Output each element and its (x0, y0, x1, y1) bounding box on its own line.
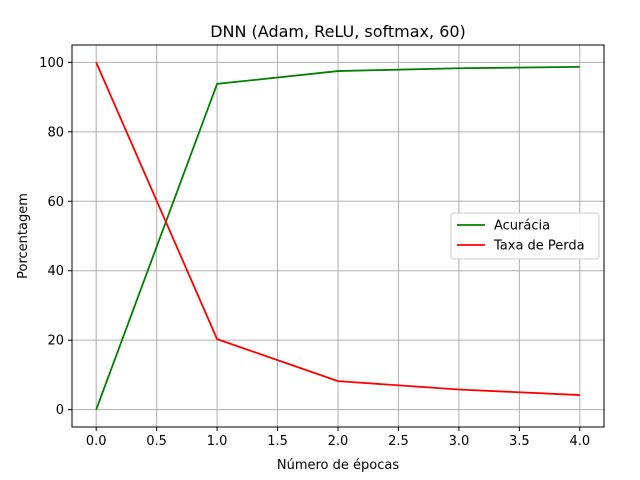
y-tick-label: 40 (47, 264, 64, 279)
y-axis-label: Porcentagem (16, 193, 31, 279)
x-tick-label: 3.0 (449, 434, 470, 449)
y-tick-label: 80 (47, 125, 64, 140)
x-axis-label: Número de épocas (277, 458, 399, 473)
x-tick-label: 2.5 (388, 434, 409, 449)
legend: Acurácia Taxa de Perda (450, 212, 600, 260)
grid (72, 45, 604, 427)
x-tick-label: 4.0 (569, 434, 590, 449)
legend-entry: Acurácia (494, 219, 550, 234)
legend-box (450, 212, 600, 260)
x-tick-label: 2.0 (328, 434, 349, 449)
y-tick-label: 20 (47, 334, 64, 349)
legend-entry: Taxa de Perda (493, 239, 585, 254)
x-tick-label: 1.0 (207, 434, 228, 449)
x-tick-label: 1.5 (267, 434, 288, 449)
y-tick-label: 60 (47, 195, 64, 210)
series-lines (95, 62, 580, 410)
y-tick-label: 100 (39, 56, 64, 71)
x-tick-label: 3.5 (509, 434, 530, 449)
x-tick-label: 0.0 (86, 434, 107, 449)
series-line-2 (95, 62, 580, 396)
y-tick-label: 0 (56, 403, 64, 418)
ticks: 0.0 0.5 1.0 1.5 2.0 2.5 3.0 3.5 4.0 0 20 40 60 80 100 (39, 56, 590, 449)
x-tick-label: 0.5 (146, 434, 167, 449)
chart-title: DNN (Adam, ReLU, softmax, 60) (210, 22, 466, 41)
series-line-1 (95, 65, 580, 410)
